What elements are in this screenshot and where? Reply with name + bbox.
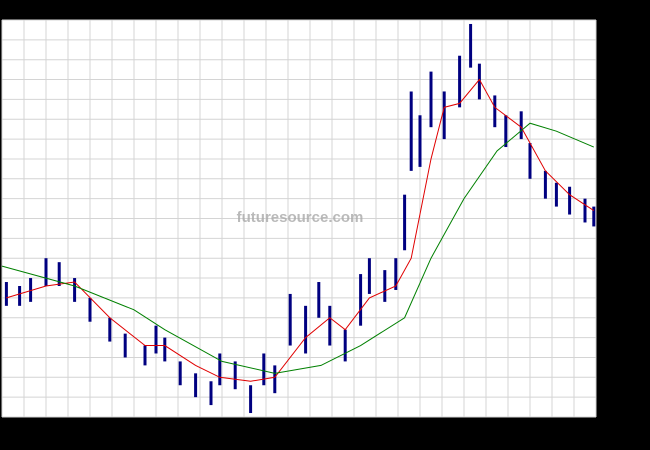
moving-average bbox=[6, 78, 595, 382]
moving-average bbox=[1, 122, 594, 374]
watermark: futuresource.com bbox=[237, 209, 364, 226]
